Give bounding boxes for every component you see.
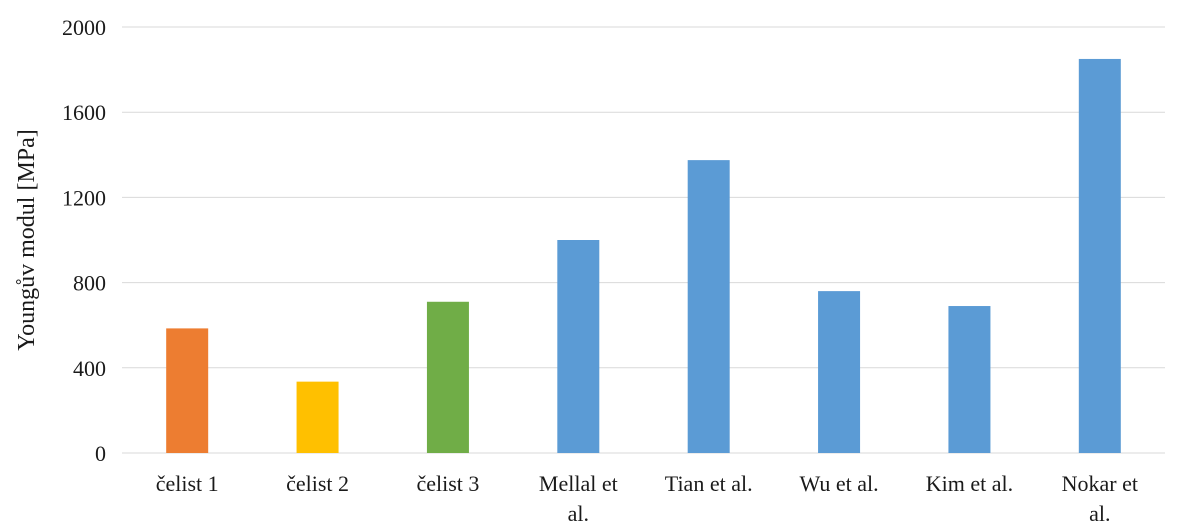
- y-tick-label: 800: [73, 271, 106, 296]
- y-tick-label: 1600: [62, 100, 106, 125]
- x-category-label: Mellal et: [539, 471, 618, 496]
- bar: [426, 301, 469, 453]
- x-category-label: al.: [1089, 501, 1110, 526]
- x-category-label: čelist 3: [416, 471, 479, 496]
- bar: [948, 306, 991, 453]
- bar: [687, 160, 730, 453]
- x-category-label: Nokar et: [1062, 471, 1138, 496]
- x-category-label: Kim et al.: [926, 471, 1013, 496]
- y-axis-tick-labels: 0 400 800 1200 1600 2000: [62, 15, 106, 466]
- y-tick-label: 1200: [62, 185, 106, 210]
- y-tick-label: 2000: [62, 15, 106, 40]
- x-category-label: al.: [568, 501, 589, 526]
- x-category-label: Wu et al.: [799, 471, 878, 496]
- bar: [166, 328, 209, 453]
- x-category-label: čelist 1: [156, 471, 219, 496]
- bar: [818, 291, 861, 453]
- bar: [557, 240, 600, 453]
- x-category-label: Tian et al.: [665, 471, 753, 496]
- y-axis-title: Youngův modul [MPa]: [14, 129, 40, 351]
- y-tick-label: 0: [95, 441, 106, 466]
- bar: [296, 381, 339, 453]
- bar: [1078, 58, 1121, 453]
- x-category-label: čelist 2: [286, 471, 349, 496]
- y-tick-label: 400: [73, 356, 106, 381]
- bars: [166, 58, 1121, 453]
- gridlines: [122, 26, 1165, 454]
- x-axis-category-labels: čelist 1 čelist 2 čelist 3 Mellal et al. Tian…: [156, 471, 1138, 526]
